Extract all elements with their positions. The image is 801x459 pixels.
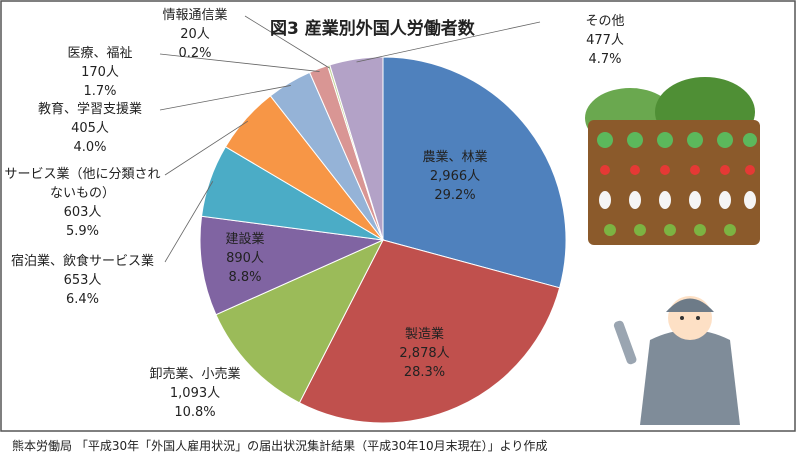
value-label: 4.7%	[540, 50, 670, 69]
value-label: 5.9%	[0, 222, 165, 241]
value-label: 0.2%	[145, 44, 245, 63]
value-label: 28.3%	[372, 363, 477, 382]
value-label: 20人	[145, 25, 245, 44]
value-label: 653人	[0, 271, 165, 290]
category-label: その他	[540, 12, 670, 31]
category-label: 建設業	[195, 230, 295, 249]
value-label: 1,093人	[135, 384, 255, 403]
worker-illustration	[613, 296, 740, 425]
value-label: 890人	[195, 249, 295, 268]
farm-illustration	[585, 77, 760, 245]
value-label: 6.4%	[0, 290, 165, 309]
page: 図3 産業別外国人労働者数 熊本労働局 「平成30年「外国人雇用状況」の届出状況…	[0, 0, 801, 459]
value-label: 4.0%	[20, 138, 160, 157]
category-label: 情報通信業	[145, 6, 245, 25]
value-label: 405人	[20, 119, 160, 138]
value-label: 8.8%	[195, 268, 295, 287]
value-label: 477人	[540, 31, 670, 50]
value-label: 29.2%	[405, 186, 505, 205]
value-label: 2,966人	[405, 167, 505, 186]
value-label: 603人	[0, 203, 165, 222]
category-label: 教育、学習支援業	[20, 100, 160, 119]
chart-title: 図3 産業別外国人労働者数	[270, 14, 475, 39]
value-label: 2,878人	[372, 344, 477, 363]
category-label: 卸売業、小売業	[135, 365, 255, 384]
value-label: 170人	[40, 63, 160, 82]
value-label: 10.8%	[135, 403, 255, 422]
category-label: サービス業（他に分類されないもの）	[0, 165, 165, 203]
category-label: 製造業	[372, 325, 477, 344]
source-note: 熊本労働局 「平成30年「外国人雇用状況」の届出状況集計結果（平成30年10月末…	[12, 437, 547, 454]
category-label: 宿泊業、飲食サービス業	[0, 252, 165, 271]
category-label: 医療、福祉	[40, 44, 160, 63]
category-label: 農業、林業	[405, 148, 505, 167]
value-label: 1.7%	[40, 82, 160, 101]
